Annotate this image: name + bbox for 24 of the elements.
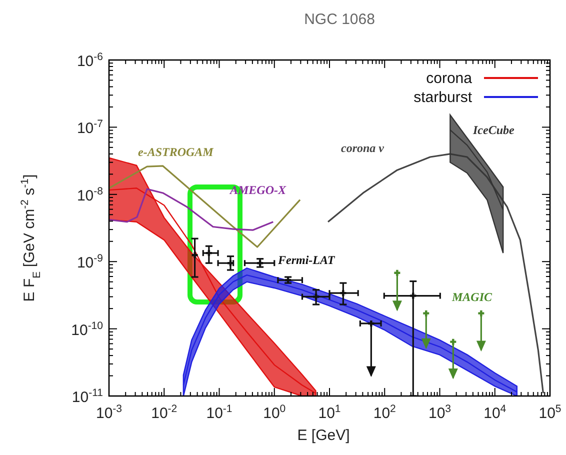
x-tick-label: 10$^{5}$ xyxy=(538,403,562,422)
x-tick-label: 10$^{2}$ xyxy=(373,403,396,422)
y-tick-label: 10$^{-6}$ xyxy=(76,51,104,70)
y-tick-label: 10$^{-8}$ xyxy=(76,185,104,204)
x-tick-label: 10$^{-2}$ xyxy=(151,403,178,422)
x-tick-label: 10$^{3}$ xyxy=(428,403,452,422)
series-label: e-ASTROGAM xyxy=(138,145,214,159)
y-tick-label: 10$^{-9}$ xyxy=(76,252,104,272)
legend-label: starburst xyxy=(414,89,473,106)
y-tick-label: 10$^{-10}$ xyxy=(71,320,104,339)
series-label: corona ν xyxy=(341,141,385,155)
series-label: MAGIC xyxy=(451,290,494,304)
x-tick-label: 10$^{1}$ xyxy=(318,403,341,422)
x-axis-title: E [GeV] xyxy=(297,427,350,444)
series-label: IceCube xyxy=(472,123,515,137)
series-label: Fermi-LAT xyxy=(277,253,336,267)
y-tick-label: 10$^{-11}$ xyxy=(72,387,104,406)
x-tick-label: 10$^{-1}$ xyxy=(206,403,232,422)
x-tick-label: 10$^{4}$ xyxy=(484,403,506,422)
legend-label: corona xyxy=(426,70,473,87)
x-tick-label: 10$^{-3}$ xyxy=(96,403,122,422)
x-tick-label: 10$^{0}$ xyxy=(263,403,286,422)
y-tick-label: 10$^{-7}$ xyxy=(76,118,104,138)
chart-title: NGC 1068 xyxy=(304,11,375,28)
